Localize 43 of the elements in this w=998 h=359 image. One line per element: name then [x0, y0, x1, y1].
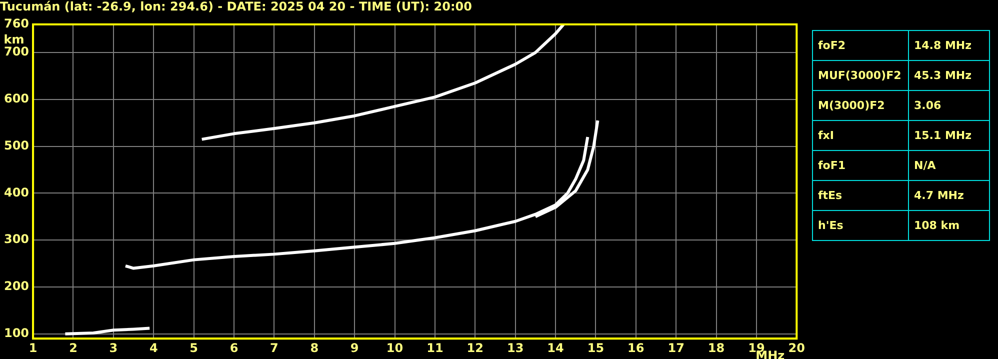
- x-tick-label: 11: [426, 340, 444, 355]
- text: h'Es: [812, 210, 908, 240]
- text: ftEs: [812, 180, 908, 210]
- text: 3.06: [908, 90, 990, 120]
- x-tick-label: 1: [28, 340, 38, 355]
- x-tick-label: 5: [190, 340, 198, 355]
- y-tick-label: 500: [4, 138, 30, 152]
- y-tick-label: 400: [4, 185, 30, 200]
- text: 15.1 MHz: [908, 120, 990, 150]
- text: 108 km: [908, 210, 990, 240]
- text: fxI: [812, 120, 908, 150]
- x-tick-label: 7: [270, 340, 278, 355]
- x-tick-label: 20: [788, 340, 805, 355]
- x-tick-label: 10: [386, 340, 404, 355]
- text: MUF(3000)F2: [812, 60, 908, 90]
- x-tick-label: 6: [230, 340, 238, 355]
- x-tick-label: 4: [149, 340, 158, 355]
- x-tick-label: 13: [506, 340, 524, 355]
- chart-title: Tucumán (lat: -26.9, lon: 294.6) - DATE: 2025 04 20 - TIME (UT): 20:00: [0, 0, 472, 14]
- x-tick-label: 3: [109, 340, 118, 355]
- x-tick-label: 14: [547, 340, 564, 355]
- x-tick-label: 2: [69, 340, 78, 355]
- x-tick-label: 18: [708, 340, 725, 355]
- x-tick-label: 15: [587, 340, 604, 355]
- y-tick-label: 200: [4, 279, 30, 294]
- text: 14.8 MHz: [908, 30, 990, 60]
- y-tick-label: 300: [4, 232, 30, 246]
- x-tick-label: 8: [310, 340, 319, 355]
- x-tick-label: 16: [628, 340, 644, 355]
- y-tick-label: 760: [4, 16, 30, 31]
- text: 4.7 MHz: [908, 180, 990, 210]
- x-tick-label: 17: [668, 340, 684, 355]
- text: foF2: [812, 30, 908, 60]
- x-tick-label: 9: [350, 340, 359, 355]
- y-tick-label: 700: [4, 44, 30, 59]
- text: foF1: [812, 150, 908, 180]
- text: N/A: [908, 150, 990, 180]
- y-tick-label: 600: [4, 92, 30, 106]
- text: M(3000)F2: [812, 90, 908, 120]
- x-tick-label: 12: [466, 340, 484, 355]
- y-axis-title: km: [4, 32, 24, 47]
- y-tick-label: 100: [4, 326, 30, 340]
- text: 45.3 MHz: [908, 60, 990, 90]
